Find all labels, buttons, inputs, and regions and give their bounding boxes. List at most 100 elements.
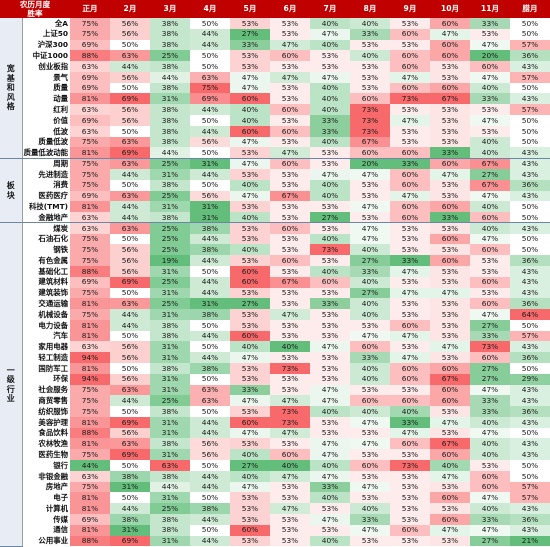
heatmap-cell: 60% xyxy=(230,276,270,288)
heatmap-cell: 40% xyxy=(230,212,270,223)
heatmap-cell: 31% xyxy=(190,157,230,169)
heatmap-cell: 60% xyxy=(350,395,390,407)
heatmap-cell: 57% xyxy=(510,481,550,493)
heatmap-cell: 60% xyxy=(430,157,470,169)
heatmap-cell: 47% xyxy=(230,190,270,202)
heatmap-cell: 25% xyxy=(150,50,190,62)
row-label: 沪深300 xyxy=(37,40,68,50)
heatmap-cell: 40% xyxy=(470,82,510,94)
heatmap-cell: 40% xyxy=(310,93,350,105)
heatmap-cell: 53% xyxy=(230,535,270,547)
heatmap-cell: 53% xyxy=(390,18,430,29)
table-row: 质量 69% 50% 38% 75% 47% 53% 40% 53% 60% 60% 40% 50% xyxy=(0,82,550,94)
heatmap-cell: 43% xyxy=(510,157,550,169)
heatmap-cell: 53% xyxy=(390,309,430,320)
heatmap-cell: 33% xyxy=(350,513,390,525)
heatmap-cell: 60% xyxy=(390,179,430,191)
row-label: 科技(TMT) xyxy=(29,201,68,211)
heatmap-cell: 53% xyxy=(270,18,310,29)
table-row: 质量低波 75% 63% 38% 56% 47% 53% 40% 67% 53% 53% 40% 50% xyxy=(0,136,550,148)
heatmap-cell: 60% xyxy=(270,104,310,116)
heatmap-cell: 53% xyxy=(270,524,310,536)
heatmap-cell: 63% xyxy=(70,222,110,234)
heatmap-cell: 56% xyxy=(110,373,150,385)
heatmap-cell: 44% xyxy=(190,39,230,51)
heatmap-cell: 47% xyxy=(230,82,270,94)
heatmap-cell: 31% xyxy=(150,492,190,504)
row-label: 医药医疗 xyxy=(38,191,68,201)
heatmap-cell: 63% xyxy=(110,384,150,396)
heatmap-cell: 53% xyxy=(230,373,270,385)
heatmap-cell: 57% xyxy=(510,104,550,116)
heatmap-cell: 47% xyxy=(350,222,390,234)
heatmap-cell: 27% xyxy=(470,319,510,331)
heatmap-cell: 50% xyxy=(510,212,550,223)
table-row: 石油石化 75% 50% 25% 44% 53% 53% 40% 47% 53% 60% 47% 50% xyxy=(0,233,550,245)
heatmap-cell: 40% xyxy=(470,503,510,514)
heatmap-cell: 33% xyxy=(310,115,350,126)
heatmap-cell: 40% xyxy=(350,503,390,514)
heatmap-cell: 44% xyxy=(190,28,230,40)
row-label: 全A xyxy=(54,18,68,28)
heatmap-cell: 50% xyxy=(190,147,230,159)
heatmap-cell: 53% xyxy=(470,104,510,116)
heatmap-cell: 53% xyxy=(350,71,390,83)
heatmap-cell: 56% xyxy=(110,341,150,353)
heatmap-cell: 27% xyxy=(470,373,510,385)
heatmap-cell: 60% xyxy=(390,395,430,407)
heatmap-cell: 47% xyxy=(310,71,350,83)
table-row: 通信 81% 31% 38% 50% 60% 53% 53% 47% 60% 47% 47% 43% xyxy=(0,524,550,536)
table-row: 美容护理 81% 69% 31% 44% 60% 73% 53% 47% 33% 47% 40% 43% xyxy=(0,416,550,428)
heatmap-cell: 47% xyxy=(470,39,510,51)
heatmap-cell: 60% xyxy=(230,524,270,536)
row-label: 建筑材料 xyxy=(38,277,68,287)
heatmap-cell: 53% xyxy=(390,104,430,116)
heatmap-cell: 53% xyxy=(270,265,310,277)
heatmap-cell: 53% xyxy=(270,82,310,94)
heatmap-cell: 38% xyxy=(150,212,190,223)
heatmap-cell: 60% xyxy=(430,39,470,51)
heatmap-cell: 63% xyxy=(110,157,150,169)
heatmap-cell: 69% xyxy=(110,93,150,105)
heatmap-cell: 50% xyxy=(510,201,550,213)
heatmap-cell: 44% xyxy=(190,287,230,299)
heatmap-cell: 53% xyxy=(310,373,350,385)
heatmap-cell: 53% xyxy=(270,384,310,396)
heatmap-cell: 25% xyxy=(150,222,190,234)
heatmap-cell: 60% xyxy=(390,438,430,450)
row-label: 通信 xyxy=(53,525,68,535)
heatmap-cell: 53% xyxy=(270,352,310,363)
heatmap-cell: 40% xyxy=(470,222,510,234)
column-header: 11月 xyxy=(470,0,510,18)
heatmap-cell: 94% xyxy=(70,373,110,385)
heatmap-cell: 75% xyxy=(70,28,110,40)
heatmap-cell: 73% xyxy=(350,115,390,126)
heatmap-cell: 38% xyxy=(150,470,190,482)
heatmap-cell: 60% xyxy=(430,18,470,29)
heatmap-cell: 75% xyxy=(70,481,110,493)
table-title: 农历月度 xyxy=(19,0,51,9)
heatmap-cell: 53% xyxy=(230,61,270,72)
heatmap-cell: 60% xyxy=(470,276,510,288)
heatmap-cell: 60% xyxy=(430,233,470,245)
heatmap-cell: 43% xyxy=(510,61,550,72)
heatmap-cell: 47% xyxy=(230,427,270,439)
heatmap-cell: 40% xyxy=(310,535,350,547)
heatmap-cell: 25% xyxy=(150,276,190,288)
heatmap-cell: 53% xyxy=(430,298,470,310)
heatmap-cell: 73% xyxy=(390,460,430,471)
heatmap-cell: 60% xyxy=(270,50,310,62)
heatmap-cell: 33% xyxy=(310,125,350,137)
heatmap-cell: 88% xyxy=(70,50,110,62)
heatmap-cell: 47% xyxy=(230,395,270,407)
heatmap-cell: 47% xyxy=(270,470,310,482)
heatmap-cell: 47% xyxy=(390,115,430,126)
heatmap-cell: 31% xyxy=(150,287,190,299)
heatmap-cell: 33% xyxy=(390,416,430,428)
table-row: 非银金融 63% 38% 38% 44% 40% 47% 47% 53% 53% 47% 60% 50% xyxy=(0,470,550,482)
heatmap-cell: 53% xyxy=(350,190,390,202)
heatmap-cell: 38% xyxy=(150,406,190,417)
heatmap-cell: 63% xyxy=(70,104,110,116)
heatmap-cell: 53% xyxy=(230,18,270,29)
heatmap-cell: 50% xyxy=(110,82,150,94)
